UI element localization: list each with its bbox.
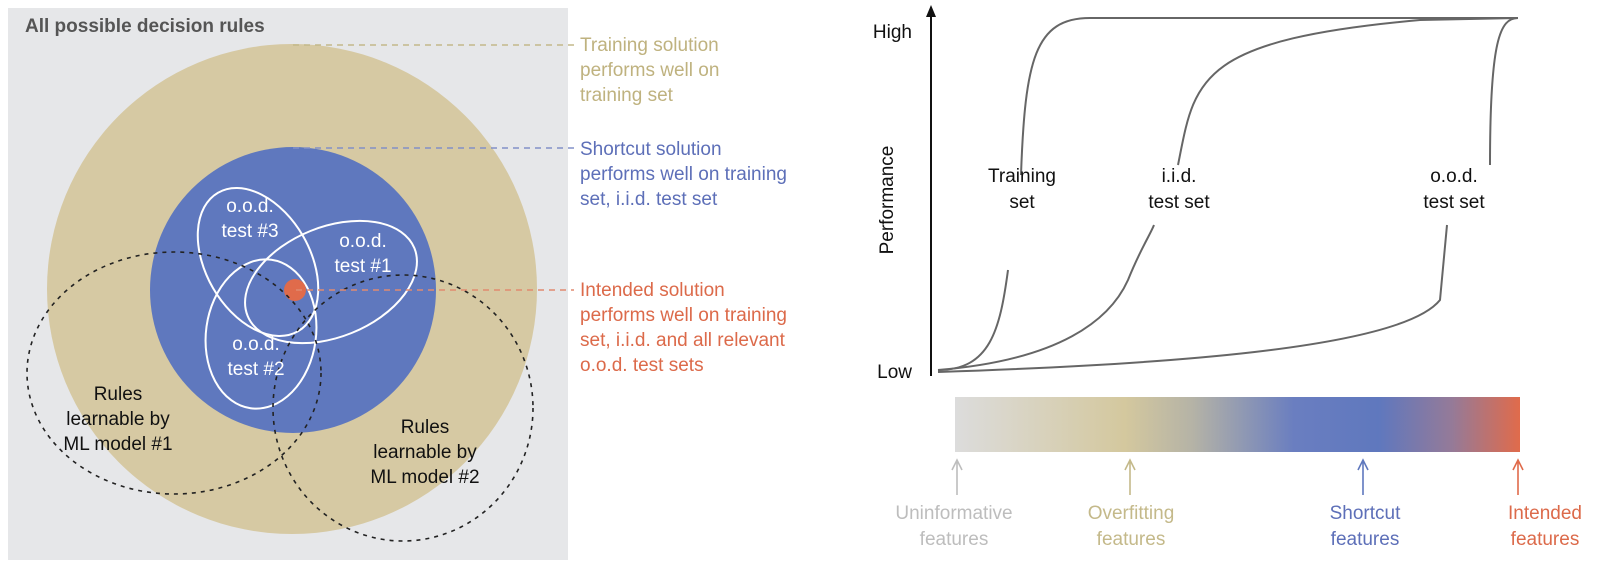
overfitting-label: Overfitting [1088, 503, 1175, 524]
model-1-label-1: Rules [94, 384, 143, 405]
y-low-label: Low [877, 362, 912, 383]
feature-gradient-bar [955, 397, 1520, 452]
shortcut-label: Shortcut [1330, 503, 1401, 524]
training-annotation: Training solution performs well on train… [580, 35, 719, 106]
iid-curve-label: i.i.d. [1162, 166, 1197, 187]
ml-model-1-region [26, 251, 322, 495]
annotation-line: set, i.i.d. and all relevant [580, 330, 786, 351]
model-1-label-3: ML model #1 [63, 434, 172, 455]
model-1-label-2: learnable by [66, 409, 170, 430]
y-axis-arrow-icon [926, 5, 936, 17]
annotation-line: set, i.i.d. test set [580, 189, 718, 210]
annotation-line: performs well on training [580, 305, 787, 326]
shortcut-annotation: Shortcut solution performs well on train… [580, 139, 787, 210]
panel-title: All possible decision rules [25, 16, 265, 37]
shortcut-label-2: features [1331, 529, 1400, 550]
intended-label-2: features [1511, 529, 1580, 550]
ood-1-label: o.o.d. [339, 231, 387, 252]
decision-rules-panel: All possible decision rules o.o.d. test … [8, 8, 787, 560]
overfitting-label-2: features [1097, 529, 1166, 550]
ood-curve-label-2: test set [1423, 192, 1485, 213]
ood-3-label: o.o.d. [226, 196, 274, 217]
ood-3-label-2: test #3 [221, 221, 278, 242]
annotation-line: Intended solution [580, 280, 725, 301]
shortcut-arrow-icon [1357, 458, 1369, 495]
intended-annotation: Intended solution performs well on train… [580, 280, 787, 376]
performance-panel: High Low Performance Training set i.i.d.… [873, 5, 1582, 550]
ood-test-3-region [196, 187, 320, 337]
overfitting-arrow-icon [1124, 458, 1136, 495]
intended-label: Intended [1508, 503, 1582, 524]
intended-solution-dot [284, 279, 306, 301]
training-curve-label: Training [988, 166, 1056, 187]
iid-curve [937, 17, 1519, 371]
annotation-line: performs well on training [580, 164, 787, 185]
y-axis-label: Performance [877, 146, 898, 255]
uninformative-arrow-icon [951, 458, 963, 495]
intended-arrow-icon [1512, 458, 1524, 495]
ood-curve [937, 17, 1519, 373]
training-curve-label-2: set [1009, 192, 1035, 213]
annotation-line: training set [580, 85, 674, 106]
ood-curve-label: o.o.d. [1430, 166, 1478, 187]
y-high-label: High [873, 22, 912, 43]
annotation-line: performs well on [580, 60, 719, 81]
annotation-line: Shortcut solution [580, 139, 722, 160]
ood-2-label-2: test #2 [227, 359, 284, 380]
ml-model-2-region [272, 274, 534, 542]
ood-test-1-region [244, 219, 418, 345]
annotation-line: o.o.d. test sets [580, 355, 704, 376]
ood-1-label-2: test #1 [334, 256, 391, 277]
model-2-label-1: Rules [401, 417, 450, 438]
model-2-label-2: learnable by [373, 442, 477, 463]
uninformative-label-2: features [920, 529, 989, 550]
annotation-line: Training solution [580, 35, 719, 56]
uninformative-label: Uninformative [895, 503, 1012, 524]
model-2-label-3: ML model #2 [370, 467, 479, 488]
iid-curve-label-2: test set [1148, 192, 1210, 213]
ood-2-label: o.o.d. [232, 334, 280, 355]
